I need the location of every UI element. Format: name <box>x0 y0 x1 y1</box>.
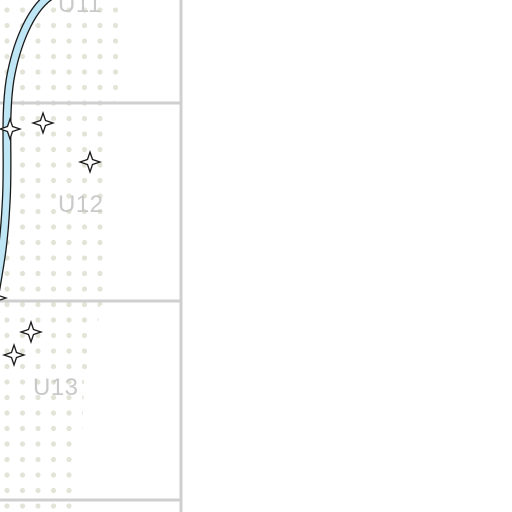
four-point-star-icon[interactable] <box>0 288 9 308</box>
four-point-star-icon[interactable] <box>18 319 44 345</box>
unit-label-u12: U12 <box>58 191 104 218</box>
unit-label-u11: U11 <box>58 0 102 18</box>
four-point-star-icon[interactable] <box>77 149 103 175</box>
river <box>0 0 53 292</box>
four-point-star-icon[interactable] <box>30 110 56 136</box>
four-point-star-icon[interactable] <box>0 116 23 142</box>
four-point-star-icon[interactable] <box>1 342 27 368</box>
unit-label-u13: U13 <box>33 374 79 401</box>
markers <box>0 110 103 368</box>
